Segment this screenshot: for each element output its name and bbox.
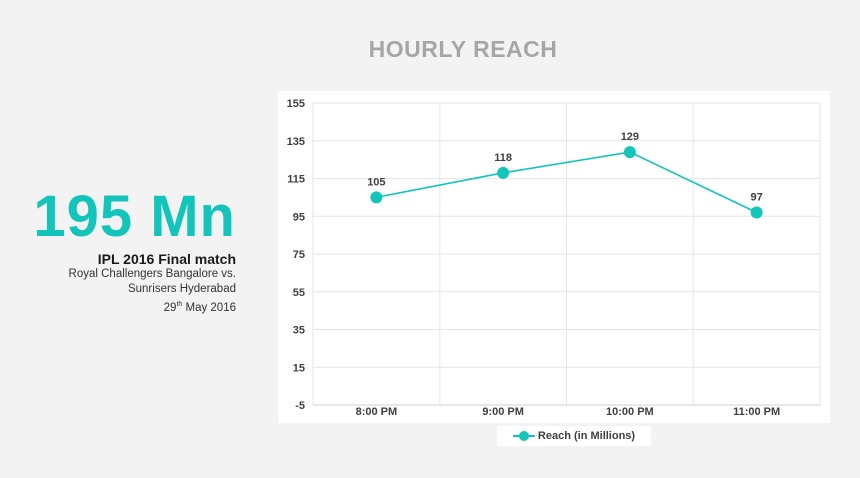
match-teams-line-2: Sunrisers Hyderabad: [127, 283, 236, 295]
y-tick-label: -5: [295, 400, 305, 412]
y-tick-label: 55: [293, 287, 305, 299]
highlight-panel: 195 Mn IPL 2016 Final match Royal Challe…: [0, 185, 236, 316]
legend-marker-icon: [512, 431, 535, 441]
chart-area: 155 135 115 95 75 55 35 15 -5 8:00 PM 9:00 PM 10:00…: [278, 91, 830, 423]
match-date-day: 29: [163, 301, 177, 314]
data-label: 118: [494, 152, 512, 164]
line-chart: 155 135 115 95 75 55 35 15 -5 8:00 PM 9:00 PM 10:00…: [287, 98, 821, 418]
y-tick-label: 135: [287, 136, 305, 148]
x-tick-label: 9:00 PM: [482, 406, 524, 418]
y-tick-label: 15: [293, 362, 305, 374]
x-tick-label: 8:00 PM: [356, 406, 398, 418]
match-date: 29th May 2016: [0, 297, 236, 316]
data-label: 97: [751, 191, 763, 203]
y-tick-label: 155: [287, 98, 305, 110]
chart-title: HOURLY REACH: [368, 36, 558, 62]
legend: Reach (in Millions): [497, 426, 651, 446]
y-tick-label: 75: [293, 249, 305, 261]
match-date-suffix: th: [176, 301, 183, 308]
data-label: 105: [367, 176, 385, 188]
match-date-rest: May 2016: [182, 301, 236, 314]
data-point: [497, 166, 510, 179]
series-line: [376, 151, 757, 214]
data-point: [750, 206, 763, 219]
y-tick-label: 95: [293, 211, 305, 223]
data-label: 129: [621, 131, 639, 143]
y-tick-label: 115: [287, 174, 305, 186]
y-tick-label: 35: [293, 325, 305, 337]
match-teams-line-1: Royal Challengers Bangalore vs.: [68, 268, 236, 280]
data-point: [370, 191, 383, 204]
match-title: IPL 2016 Final match: [97, 251, 236, 267]
total-reach-value: 195 Mn: [33, 184, 236, 249]
x-tick-label: 10:00 PM: [606, 406, 654, 418]
data-point: [623, 146, 636, 159]
x-tick-label: 11:00 PM: [733, 406, 780, 418]
legend-label: Reach (in Millions): [537, 430, 636, 442]
